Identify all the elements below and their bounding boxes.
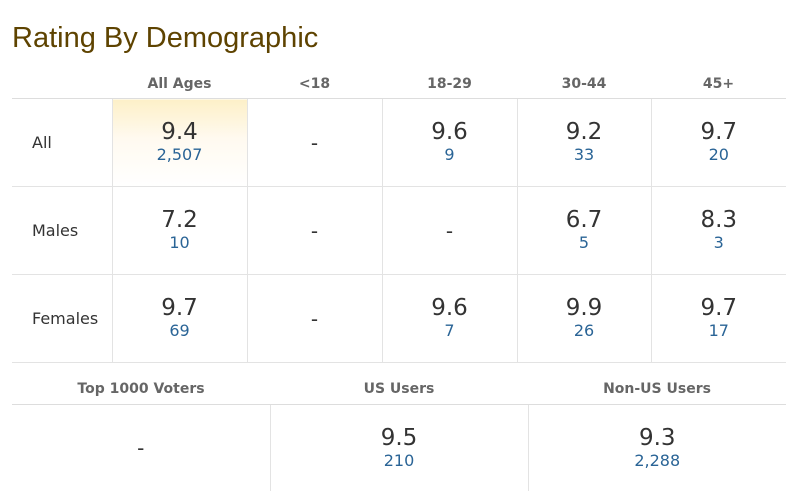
votes-link[interactable]: 33 <box>518 145 651 165</box>
cell-females-all-ages: 9.7 69 <box>112 275 247 363</box>
votes-link[interactable]: 7 <box>383 321 517 341</box>
header-18-29: 18-29 <box>382 70 517 99</box>
rating-value: 9.7 <box>652 120 787 145</box>
rating-value: 9.3 <box>529 426 787 451</box>
header-top-1000-voters: Top 1000 Voters <box>12 374 270 405</box>
rating-value: 9.6 <box>383 120 517 145</box>
votes-link[interactable]: 26 <box>518 321 651 341</box>
demographic-ratings-table: All Ages <18 18-29 30-44 45+ All 9.4 2,5… <box>12 70 786 363</box>
age-header-row: All Ages <18 18-29 30-44 45+ <box>12 70 786 99</box>
votes-link[interactable]: 17 <box>652 321 787 341</box>
rating-value: 9.7 <box>652 296 787 321</box>
header-30-44: 30-44 <box>517 70 651 99</box>
cell-males-under-18: - <box>247 187 382 275</box>
cell-all-18-29: 9.6 9 <box>382 99 517 187</box>
table-row: Males 7.2 10 - - 6.7 5 8.3 3 <box>12 187 786 275</box>
table-row: - 9.5 210 9.3 2,288 <box>12 405 786 491</box>
rating-value: 9.2 <box>518 120 651 145</box>
header-under-18: <18 <box>247 70 382 99</box>
header-all-ages: All Ages <box>112 70 247 99</box>
votes-link[interactable]: 2,507 <box>113 145 247 165</box>
user-group-header-row: Top 1000 Voters US Users Non-US Users <box>12 374 786 405</box>
row-label-females: Females <box>12 275 112 363</box>
no-rating-dash: - <box>311 307 318 331</box>
cell-non-us-users: 9.3 2,288 <box>528 405 786 491</box>
rating-value: 8.3 <box>652 208 787 233</box>
page-title: Rating By Demographic <box>12 20 318 56</box>
rating-value: 9.6 <box>383 296 517 321</box>
header-non-us-users: Non-US Users <box>528 374 786 405</box>
rating-value: 7.2 <box>113 208 247 233</box>
row-label-all: All <box>12 99 112 187</box>
user-group-ratings-table: Top 1000 Voters US Users Non-US Users - … <box>12 374 786 491</box>
cell-all-under-18: - <box>247 99 382 187</box>
rating-value: 9.4 <box>113 120 247 145</box>
cell-all-all-ages: 9.4 2,507 <box>112 99 247 187</box>
votes-link[interactable]: 5 <box>518 233 651 253</box>
no-rating-dash: - <box>446 219 453 243</box>
votes-link[interactable]: 20 <box>652 145 787 165</box>
cell-males-30-44: 6.7 5 <box>517 187 651 275</box>
cell-females-18-29: 9.6 7 <box>382 275 517 363</box>
votes-link[interactable]: 69 <box>113 321 247 341</box>
row-label-males: Males <box>12 187 112 275</box>
votes-link[interactable]: 210 <box>271 451 528 471</box>
rating-value: 9.7 <box>113 296 247 321</box>
table-row: All 9.4 2,507 - 9.6 9 9.2 33 9.7 20 <box>12 99 786 187</box>
votes-link[interactable]: 2,288 <box>529 451 787 471</box>
no-rating-dash: - <box>311 219 318 243</box>
no-rating-dash: - <box>137 436 144 460</box>
header-45-plus: 45+ <box>651 70 786 99</box>
cell-top-1000-voters: - <box>12 405 270 491</box>
header-us-users: US Users <box>270 374 528 405</box>
cell-all-45-plus: 9.7 20 <box>651 99 786 187</box>
cell-males-all-ages: 7.2 10 <box>112 187 247 275</box>
rating-value: 9.5 <box>271 426 528 451</box>
cell-males-18-29: - <box>382 187 517 275</box>
cell-females-30-44: 9.9 26 <box>517 275 651 363</box>
votes-link[interactable]: 10 <box>113 233 247 253</box>
cell-all-30-44: 9.2 33 <box>517 99 651 187</box>
no-rating-dash: - <box>311 131 318 155</box>
cell-us-users: 9.5 210 <box>270 405 528 491</box>
cell-females-under-18: - <box>247 275 382 363</box>
corner-header <box>12 70 112 99</box>
votes-link[interactable]: 3 <box>652 233 787 253</box>
rating-value: 9.9 <box>518 296 651 321</box>
cell-males-45-plus: 8.3 3 <box>651 187 786 275</box>
cell-females-45-plus: 9.7 17 <box>651 275 786 363</box>
rating-value: 6.7 <box>518 208 651 233</box>
votes-link[interactable]: 9 <box>383 145 517 165</box>
table-row: Females 9.7 69 - 9.6 7 9.9 26 9.7 17 <box>12 275 786 363</box>
